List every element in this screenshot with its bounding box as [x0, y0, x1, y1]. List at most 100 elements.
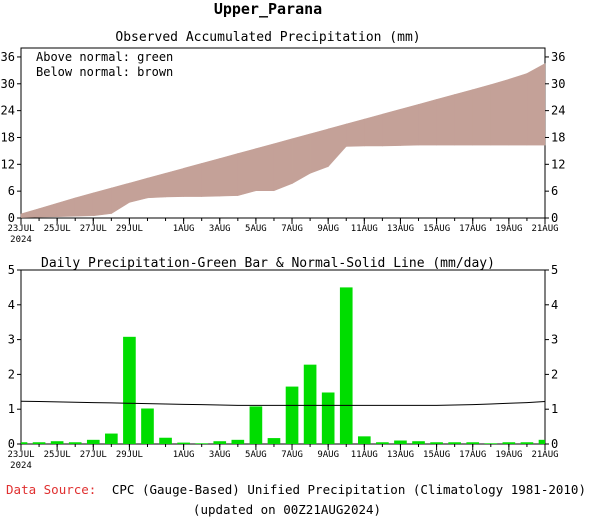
- daily-plot-frame: [20, 269, 546, 445]
- x-tick-label: 13AUG: [387, 450, 414, 460]
- x-tick-label: 13AUG: [387, 224, 414, 234]
- accumulated-area-segment: [291, 133, 311, 185]
- data-source-text: CPC (Gauge-Based) Unified Precipitation …: [112, 482, 586, 497]
- accumulated-area-segment: [38, 202, 58, 218]
- accumulated-area-segment: [255, 143, 275, 192]
- daily-axes: 0 0 1 1 2 2 3 3 4 4 5 5 23JUL 25JUL 27JUL 29JUL 1AUG 3AUG…: [7, 263, 558, 471]
- daily-bar: [430, 442, 443, 444]
- daily-bar: [159, 437, 172, 444]
- accumulated-area-segment: [237, 148, 257, 197]
- accumulated-area-segment: [92, 187, 112, 217]
- accumulated-area-segment: [201, 158, 221, 197]
- daily-bar: [195, 443, 209, 444]
- x-tick-label: 29JUL: [116, 450, 143, 460]
- daily-bar: [123, 336, 136, 444]
- legend-above-normal: Above normal: green: [36, 50, 173, 64]
- x-tick-label: 9AUG: [317, 450, 339, 460]
- accumulated-area-segment: [454, 89, 474, 146]
- accumulated-area-segment: [400, 103, 419, 146]
- y-tick-label-right: 24: [551, 104, 565, 118]
- x-tick-label: 9AUG: [317, 224, 339, 234]
- daily-bar: [321, 392, 335, 444]
- daily-bar: [538, 439, 545, 444]
- daily-bar: [141, 408, 154, 444]
- y-tick-label-left: 36: [1, 50, 15, 64]
- x-tick-label: 17AUG: [459, 224, 486, 234]
- accumulated-area-segment: [526, 63, 546, 146]
- y-tick-label-right: 0: [551, 437, 558, 451]
- daily-bar: [376, 442, 389, 444]
- x-tick-label: 3AUG: [209, 450, 231, 460]
- y-tick-label-left: 3: [8, 333, 15, 347]
- x-tick-label: 17AUG: [459, 450, 486, 460]
- accumulated-area-segment: [111, 182, 130, 215]
- x-tick-label: 21AUG: [531, 450, 558, 460]
- accumulated-area-segment: [490, 78, 510, 146]
- daily-bar: [68, 442, 82, 444]
- daily-bar: [86, 439, 100, 444]
- accumulated-area-segment: [436, 94, 455, 146]
- x-tick-label: 27JUL: [80, 224, 107, 234]
- y-tick-label-left: 5: [8, 263, 15, 277]
- x-tick-label: 29JUL: [116, 224, 143, 234]
- y-tick-label-left: 12: [1, 157, 15, 171]
- x-tick-label: 1AUG: [173, 224, 195, 234]
- accumulated-area-segment: [56, 197, 76, 217]
- y-tick-label-right: 5: [551, 263, 558, 277]
- normal-line: [20, 400, 546, 406]
- daily-bar: [448, 442, 461, 444]
- y-tick-label-left: 0: [8, 437, 15, 451]
- x-tick-label: 21AUG: [531, 224, 558, 234]
- x-year-label: 2024: [10, 235, 32, 245]
- daily-precip-chart: Daily Precipitation-Green Bar & Normal-S…: [7, 256, 558, 471]
- y-tick-label-left: 30: [1, 77, 15, 91]
- y-tick-label-right: 3: [551, 333, 558, 347]
- accumulated-area-layer: [20, 63, 546, 218]
- y-tick-label-right: 6: [551, 184, 558, 198]
- y-tick-label-left: 1: [8, 402, 15, 416]
- y-tick-label-right: 36: [551, 50, 565, 64]
- y-tick-label-left: 2: [8, 367, 15, 381]
- accumulated-area-segment: [165, 167, 184, 198]
- daily-bar: [177, 442, 190, 444]
- accumulated-area-segment: [147, 172, 166, 199]
- daily-bar: [50, 441, 64, 444]
- daily-bar: [412, 441, 425, 444]
- daily-bar: [267, 438, 281, 444]
- y-tick-label-right: 0: [551, 211, 558, 225]
- x-tick-label: 7AUG: [281, 224, 303, 234]
- accumulated-area-segment: [508, 73, 528, 146]
- x-tick-label: 23JUL: [7, 224, 34, 234]
- y-tick-label-left: 18: [1, 130, 15, 144]
- x-tick-label: 27JUL: [80, 450, 107, 460]
- x-year-label: 2024: [10, 461, 32, 471]
- daily-bar: [249, 406, 263, 444]
- x-tick-label: 11AUG: [351, 224, 378, 234]
- daily-bar: [303, 364, 317, 444]
- accumulated-precip-chart: Observed Accumulated Precipitation (mm) …: [1, 30, 566, 245]
- x-tick-label: 15AUG: [423, 224, 450, 234]
- accumulated-area-segment: [364, 113, 383, 147]
- daily-bar: [285, 386, 299, 444]
- daily-bar: [105, 433, 118, 444]
- y-tick-label-right: 1: [551, 402, 558, 416]
- x-tick-label: 23JUL: [7, 450, 34, 460]
- accumulated-area-segment: [472, 84, 492, 146]
- accumulated-area-segment: [183, 163, 202, 197]
- updated-text: (updated on 00Z21AUG2024): [193, 502, 381, 517]
- daily-bar: [213, 441, 227, 444]
- daily-bar: [357, 436, 371, 444]
- x-tick-label: 25JUL: [44, 224, 71, 234]
- x-tick-label: 7AUG: [281, 450, 303, 460]
- y-tick-label-left: 6: [8, 184, 15, 198]
- accumulated-area-segment: [345, 118, 365, 147]
- legend-below-normal: Below normal: brown: [36, 65, 173, 79]
- x-tick-label: 3AUG: [209, 224, 231, 234]
- x-tick-label: 5AUG: [245, 450, 267, 460]
- y-tick-label-right: 18: [551, 130, 565, 144]
- x-tick-label: 5AUG: [245, 224, 267, 234]
- y-tick-label-right: 12: [551, 157, 565, 171]
- page-title: Upper_Parana: [214, 0, 322, 18]
- accumulated-area-segment: [309, 128, 329, 174]
